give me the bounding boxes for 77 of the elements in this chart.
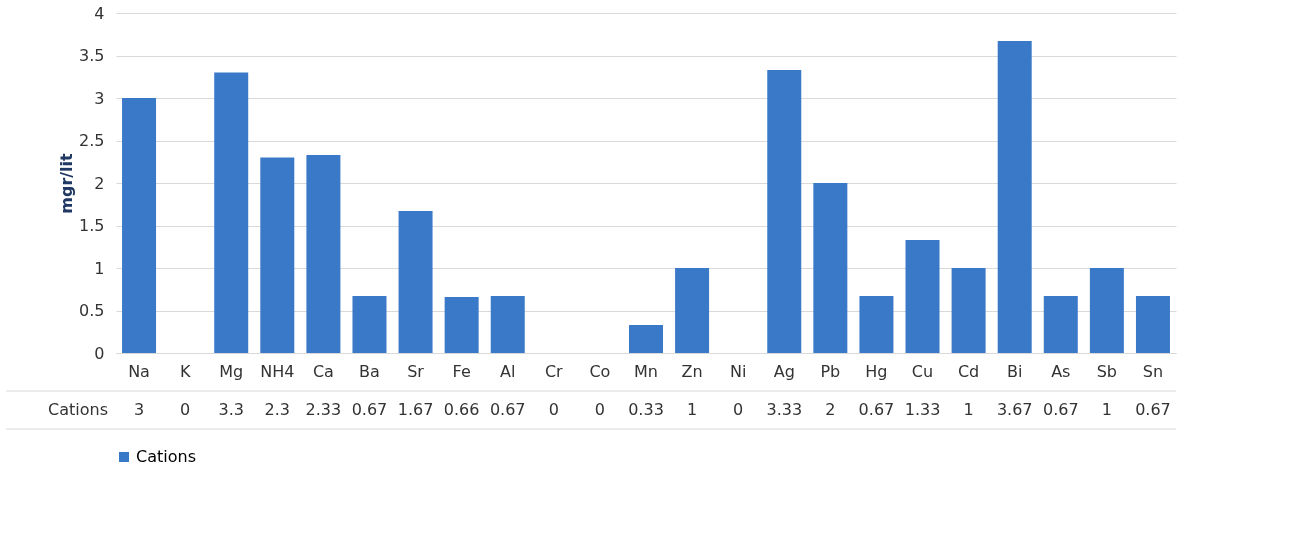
data-label: 0.67 (351, 400, 388, 419)
bar (1135, 296, 1170, 353)
data-label: 2 (825, 400, 836, 419)
x-tick-label: Mn (634, 361, 658, 381)
x-tick-label: Na (128, 361, 150, 381)
bar (767, 69, 802, 353)
data-label: 1 (1101, 400, 1112, 419)
x-tick-label: Sn (1142, 361, 1164, 381)
data-label: 1 (963, 400, 974, 419)
bar (398, 211, 433, 353)
bar (1043, 296, 1078, 353)
x-tick-label: Ag (773, 361, 795, 381)
y-tick-label: 0.5 (79, 301, 105, 320)
data-label: 0.67 (858, 400, 895, 419)
x-tick-label: Sr (407, 361, 425, 381)
data-label: 3 (133, 400, 145, 419)
bar (444, 296, 479, 353)
data-label: 1.33 (904, 400, 941, 419)
bar (1089, 268, 1124, 353)
data-label: 1.67 (397, 400, 434, 419)
data-label: 0.66 (443, 400, 480, 419)
x-tick-label: NH4 (260, 361, 295, 381)
data-label: 2.3 (264, 400, 291, 419)
data-label: 1 (686, 400, 698, 419)
x-tick-label: Fe (452, 361, 471, 381)
x-tick-label: Cd (957, 361, 980, 381)
y-tick-label: 4 (94, 3, 105, 23)
bar (260, 157, 295, 353)
data-label: 3.33 (766, 400, 803, 419)
data-label: 0 (180, 400, 191, 419)
data-label: 3.3 (218, 400, 244, 419)
bar (214, 72, 249, 353)
x-tick-label: Cu (911, 361, 934, 381)
x-tick-label: Zn (681, 361, 703, 381)
x-tick-label: Ca (312, 361, 334, 381)
x-tick-label: K (179, 361, 191, 381)
bar (352, 296, 387, 353)
text: Cations (48, 400, 108, 419)
data-label: 3.67 (996, 400, 1033, 419)
y-tick-label: 1.5 (79, 216, 105, 235)
y-tick-label: 1 (94, 258, 105, 278)
bar (951, 268, 986, 353)
data-label: 0.67 (1135, 400, 1171, 419)
y-axis-title: mgr/lit (57, 152, 77, 214)
data-label: 0 (548, 400, 559, 419)
data-label: 0.33 (628, 400, 664, 419)
bar (813, 183, 848, 353)
bar (675, 268, 710, 353)
bar (997, 41, 1032, 353)
y-tick-label: 0 (94, 343, 105, 363)
y-tick-label: 3.5 (79, 46, 105, 65)
data-label: 0.67 (489, 400, 526, 419)
x-tick-label: Bi (1006, 361, 1023, 381)
x-tick-label: As (1051, 361, 1071, 381)
y-tick-label: 2.5 (79, 131, 105, 150)
bar (859, 296, 894, 353)
x-tick-label: Hg (865, 361, 888, 381)
data-label: 2.33 (305, 400, 342, 419)
x-tick-label: Ni (729, 361, 747, 381)
x-tick-label: Pb (820, 361, 841, 381)
x-tick-label: Ba (359, 361, 380, 381)
x-tick-label: Cr (544, 361, 564, 381)
y-tick-label: 3 (94, 88, 105, 108)
bar (629, 324, 663, 353)
data-label: 0 (733, 400, 744, 419)
bar (122, 98, 157, 353)
bar (306, 154, 341, 353)
x-tick-label: Sb (1096, 361, 1118, 381)
legend-label: Cations (136, 447, 196, 466)
data-label: 0.67 (1042, 400, 1079, 419)
data-label: 0 (594, 400, 606, 419)
x-tick-label: Co (589, 361, 611, 381)
y-tick-label: 2 (94, 173, 105, 193)
bar (905, 239, 940, 353)
x-tick-label: Al (500, 361, 516, 381)
x-tick-label: Mg (219, 361, 244, 381)
bar (490, 296, 525, 353)
